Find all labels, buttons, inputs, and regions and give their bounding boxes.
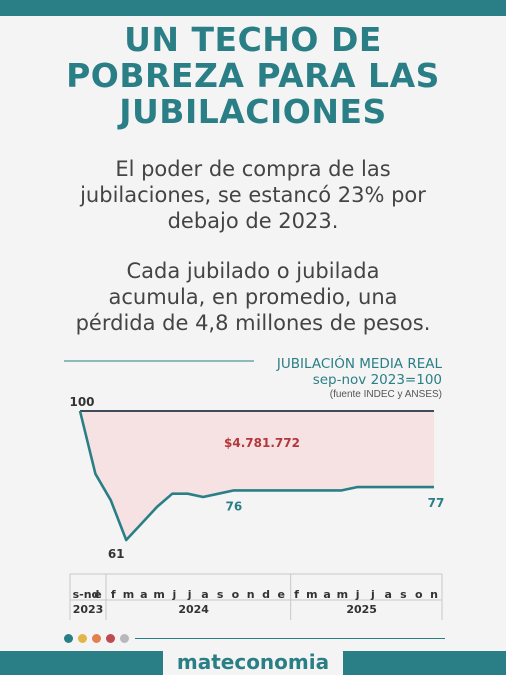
- tick-label: s-nd: [73, 588, 100, 601]
- tick-label: j: [187, 588, 192, 601]
- chart-subtitle: sep-nov 2023=100: [313, 372, 442, 388]
- point-label: 76: [226, 499, 243, 513]
- dot-icon: [92, 634, 101, 643]
- series-line: [78, 410, 434, 542]
- tick-label: o: [415, 588, 423, 601]
- baseline-label: 100: [69, 395, 94, 409]
- year-label: 2023: [73, 603, 104, 616]
- page-title: UN TECHO DE POBREZA PARA LAS JUBILACIONE…: [0, 22, 506, 130]
- tick-label: m: [123, 588, 134, 601]
- tick-label: m: [306, 588, 317, 601]
- tick-label: a: [140, 588, 147, 601]
- tick-label: j: [171, 588, 176, 601]
- title-line: JUBILACIONES: [119, 92, 387, 131]
- subtitle-accumulated-loss: Cada jubilado o jubilada acumula, en pro…: [20, 258, 486, 336]
- tick-label: a: [201, 588, 208, 601]
- tick-label: m: [153, 588, 164, 601]
- subtitle-line: acumula, en promedio, una: [108, 285, 398, 309]
- subtitle-line: El poder de compra de las: [115, 157, 391, 181]
- tick-label: j: [370, 588, 375, 601]
- tick-label: f: [111, 588, 116, 601]
- tick-label: a: [323, 588, 330, 601]
- area-label: $4.781.772: [224, 436, 300, 450]
- dot-icon: [120, 634, 129, 643]
- tick-label: e: [278, 588, 285, 601]
- year-label: 2024: [178, 603, 209, 616]
- dot-icon: [78, 634, 87, 643]
- subtitle-line: debajo de 2023.: [167, 209, 339, 233]
- tick-label: f: [294, 588, 299, 601]
- year-label: 2025: [346, 603, 377, 616]
- tick-label: s: [400, 588, 407, 601]
- dot-icon: [64, 634, 73, 643]
- tick-label: s: [217, 588, 224, 601]
- tick-label: n: [430, 588, 438, 601]
- subtitle-purchasing-power: El poder de compra de las jubilaciones, …: [20, 156, 486, 234]
- point-labels: 61 76 77: [108, 496, 445, 561]
- tick-label: n: [247, 588, 255, 601]
- subtitle-line: Cada jubilado o jubilada: [126, 259, 380, 283]
- subtitle-line: pérdida de 4,8 millones de pesos.: [75, 311, 431, 335]
- point-label: 61: [108, 547, 125, 561]
- plot-area: [78, 410, 434, 542]
- tick-label: d: [262, 588, 270, 601]
- dots-rule: [135, 638, 445, 639]
- title-line: POBREZA PARA LAS: [66, 56, 440, 95]
- tick-label: a: [384, 588, 391, 601]
- subtitle-line: jubilaciones, se estancó 23% por: [80, 183, 426, 207]
- chart-source: (fuente INDEC y ANSES): [330, 389, 442, 400]
- tick-label: m: [337, 588, 348, 601]
- title-line: UN TECHO DE: [124, 20, 382, 59]
- loss-area: [80, 411, 434, 540]
- brand-logo: mateconomia: [163, 650, 343, 675]
- tick-label: o: [232, 588, 240, 601]
- top-bar: [0, 0, 506, 16]
- tick-label: j: [355, 588, 360, 601]
- chart-title: JUBILACIÓN MEDIA REAL: [276, 354, 443, 372]
- tick-label: e: [94, 588, 101, 601]
- point-label: 77: [428, 496, 445, 510]
- dot-icon: [106, 634, 115, 643]
